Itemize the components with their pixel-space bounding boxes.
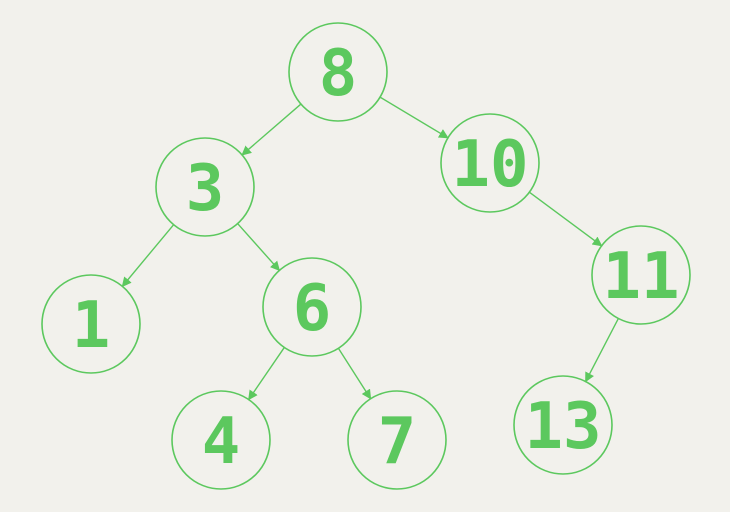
tree-node: 3 (155, 137, 255, 237)
node-circle (513, 375, 613, 475)
node-circle (288, 22, 388, 122)
node-circle (171, 390, 271, 490)
tree-node: 7 (347, 390, 447, 490)
node-circle (262, 257, 362, 357)
tree-node: 13 (513, 375, 613, 475)
edge-arrow (379, 96, 449, 139)
node-label: 10 (451, 128, 528, 202)
node-label: 7 (378, 405, 417, 479)
tree-node: 6 (262, 257, 362, 357)
node-label: 13 (524, 390, 601, 464)
node-circle (591, 225, 691, 325)
tree-node: 4 (171, 390, 271, 490)
node-circle (440, 113, 540, 213)
edge-arrow (241, 103, 302, 156)
edge-arrow (237, 223, 281, 272)
node-circle (155, 137, 255, 237)
node-circle (347, 390, 447, 490)
tree-node: 1 (41, 274, 141, 374)
node-label: 8 (319, 37, 358, 111)
tree-node: 10 (440, 113, 540, 213)
node-label: 6 (293, 272, 332, 346)
edge-arrow (337, 347, 372, 400)
edge-arrow (248, 347, 285, 401)
tree-node: 8 (288, 22, 388, 122)
edge-arrow (528, 191, 603, 247)
node-label: 1 (72, 289, 111, 363)
node-label: 4 (202, 405, 241, 479)
edge-arrow (121, 224, 175, 288)
edge-arrow (584, 318, 620, 383)
tree-node: 11 (591, 225, 691, 325)
edges-layer (121, 96, 620, 401)
node-circle (41, 274, 141, 374)
node-label: 11 (602, 240, 679, 314)
node-label: 3 (186, 152, 225, 226)
